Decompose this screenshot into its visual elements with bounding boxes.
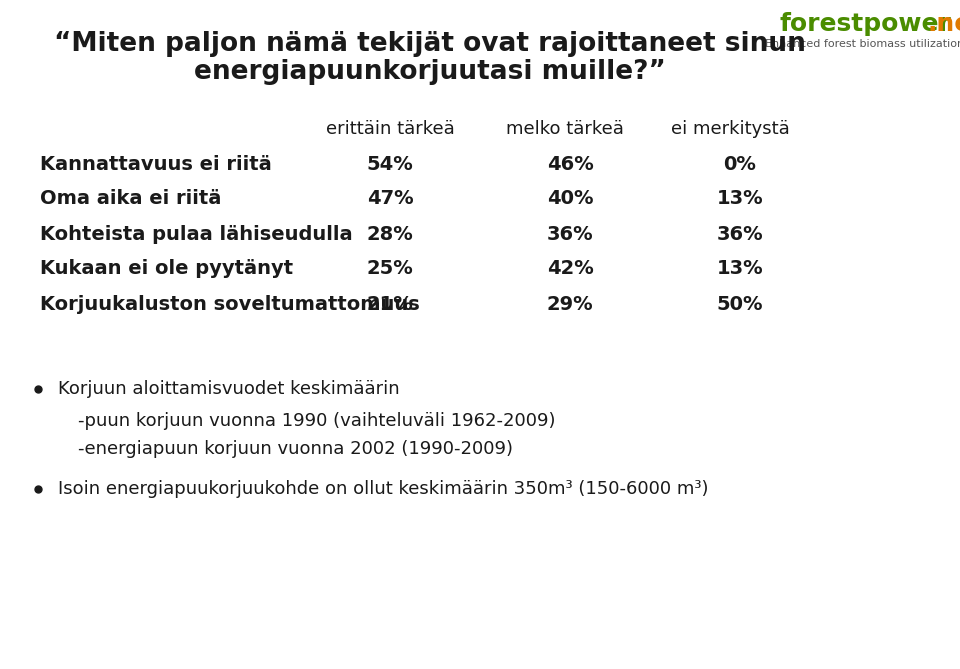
Text: Kannattavuus ei riitä: Kannattavuus ei riitä xyxy=(40,155,272,173)
Text: 36%: 36% xyxy=(717,225,763,244)
Text: Kukaan ei ole pyytänyt: Kukaan ei ole pyytänyt xyxy=(40,260,293,278)
Text: 42%: 42% xyxy=(546,260,593,278)
Text: forestpower: forestpower xyxy=(780,12,952,36)
Text: 13%: 13% xyxy=(717,260,763,278)
Text: Oma aika ei riitä: Oma aika ei riitä xyxy=(40,189,222,209)
Text: 40%: 40% xyxy=(547,189,593,209)
Text: “Miten paljon nämä tekijät ovat rajoittaneet sinun: “Miten paljon nämä tekijät ovat rajoitta… xyxy=(54,31,806,57)
Text: -puun korjuun vuonna 1990 (vaihteluväli 1962-2009): -puun korjuun vuonna 1990 (vaihteluväli … xyxy=(78,412,556,430)
Text: ei merkitystä: ei merkitystä xyxy=(671,120,789,138)
Text: 21%: 21% xyxy=(367,294,414,314)
Text: Kohteista pulaa lähiseudulla: Kohteista pulaa lähiseudulla xyxy=(40,225,352,244)
Text: 54%: 54% xyxy=(367,155,414,173)
Text: 36%: 36% xyxy=(546,225,593,244)
Text: 13%: 13% xyxy=(717,189,763,209)
Text: .net: .net xyxy=(928,12,960,36)
Text: 28%: 28% xyxy=(367,225,414,244)
Text: 50%: 50% xyxy=(717,294,763,314)
Text: Korjuun aloittamisvuodet keskimäärin: Korjuun aloittamisvuodet keskimäärin xyxy=(58,380,399,398)
Text: 46%: 46% xyxy=(546,155,593,173)
Text: melko tärkeä: melko tärkeä xyxy=(506,120,624,138)
Text: erittäin tärkeä: erittäin tärkeä xyxy=(325,120,454,138)
Text: 29%: 29% xyxy=(546,294,593,314)
Text: Korjuukaluston soveltumattomuus: Korjuukaluston soveltumattomuus xyxy=(40,294,420,314)
Text: 0%: 0% xyxy=(724,155,756,173)
Text: 25%: 25% xyxy=(367,260,414,278)
Text: Isoin energiapuukorjuukohde on ollut keskimäärin 350m³ (150-6000 m³): Isoin energiapuukorjuukohde on ollut kes… xyxy=(58,480,708,498)
Text: -energiapuun korjuun vuonna 2002 (1990-2009): -energiapuun korjuun vuonna 2002 (1990-2… xyxy=(78,440,513,458)
Text: 47%: 47% xyxy=(367,189,414,209)
Text: energiapuunkorjuutasi muille?”: energiapuunkorjuutasi muille?” xyxy=(194,59,666,85)
Text: Enhanced forest biomass utilization: Enhanced forest biomass utilization xyxy=(765,39,960,49)
